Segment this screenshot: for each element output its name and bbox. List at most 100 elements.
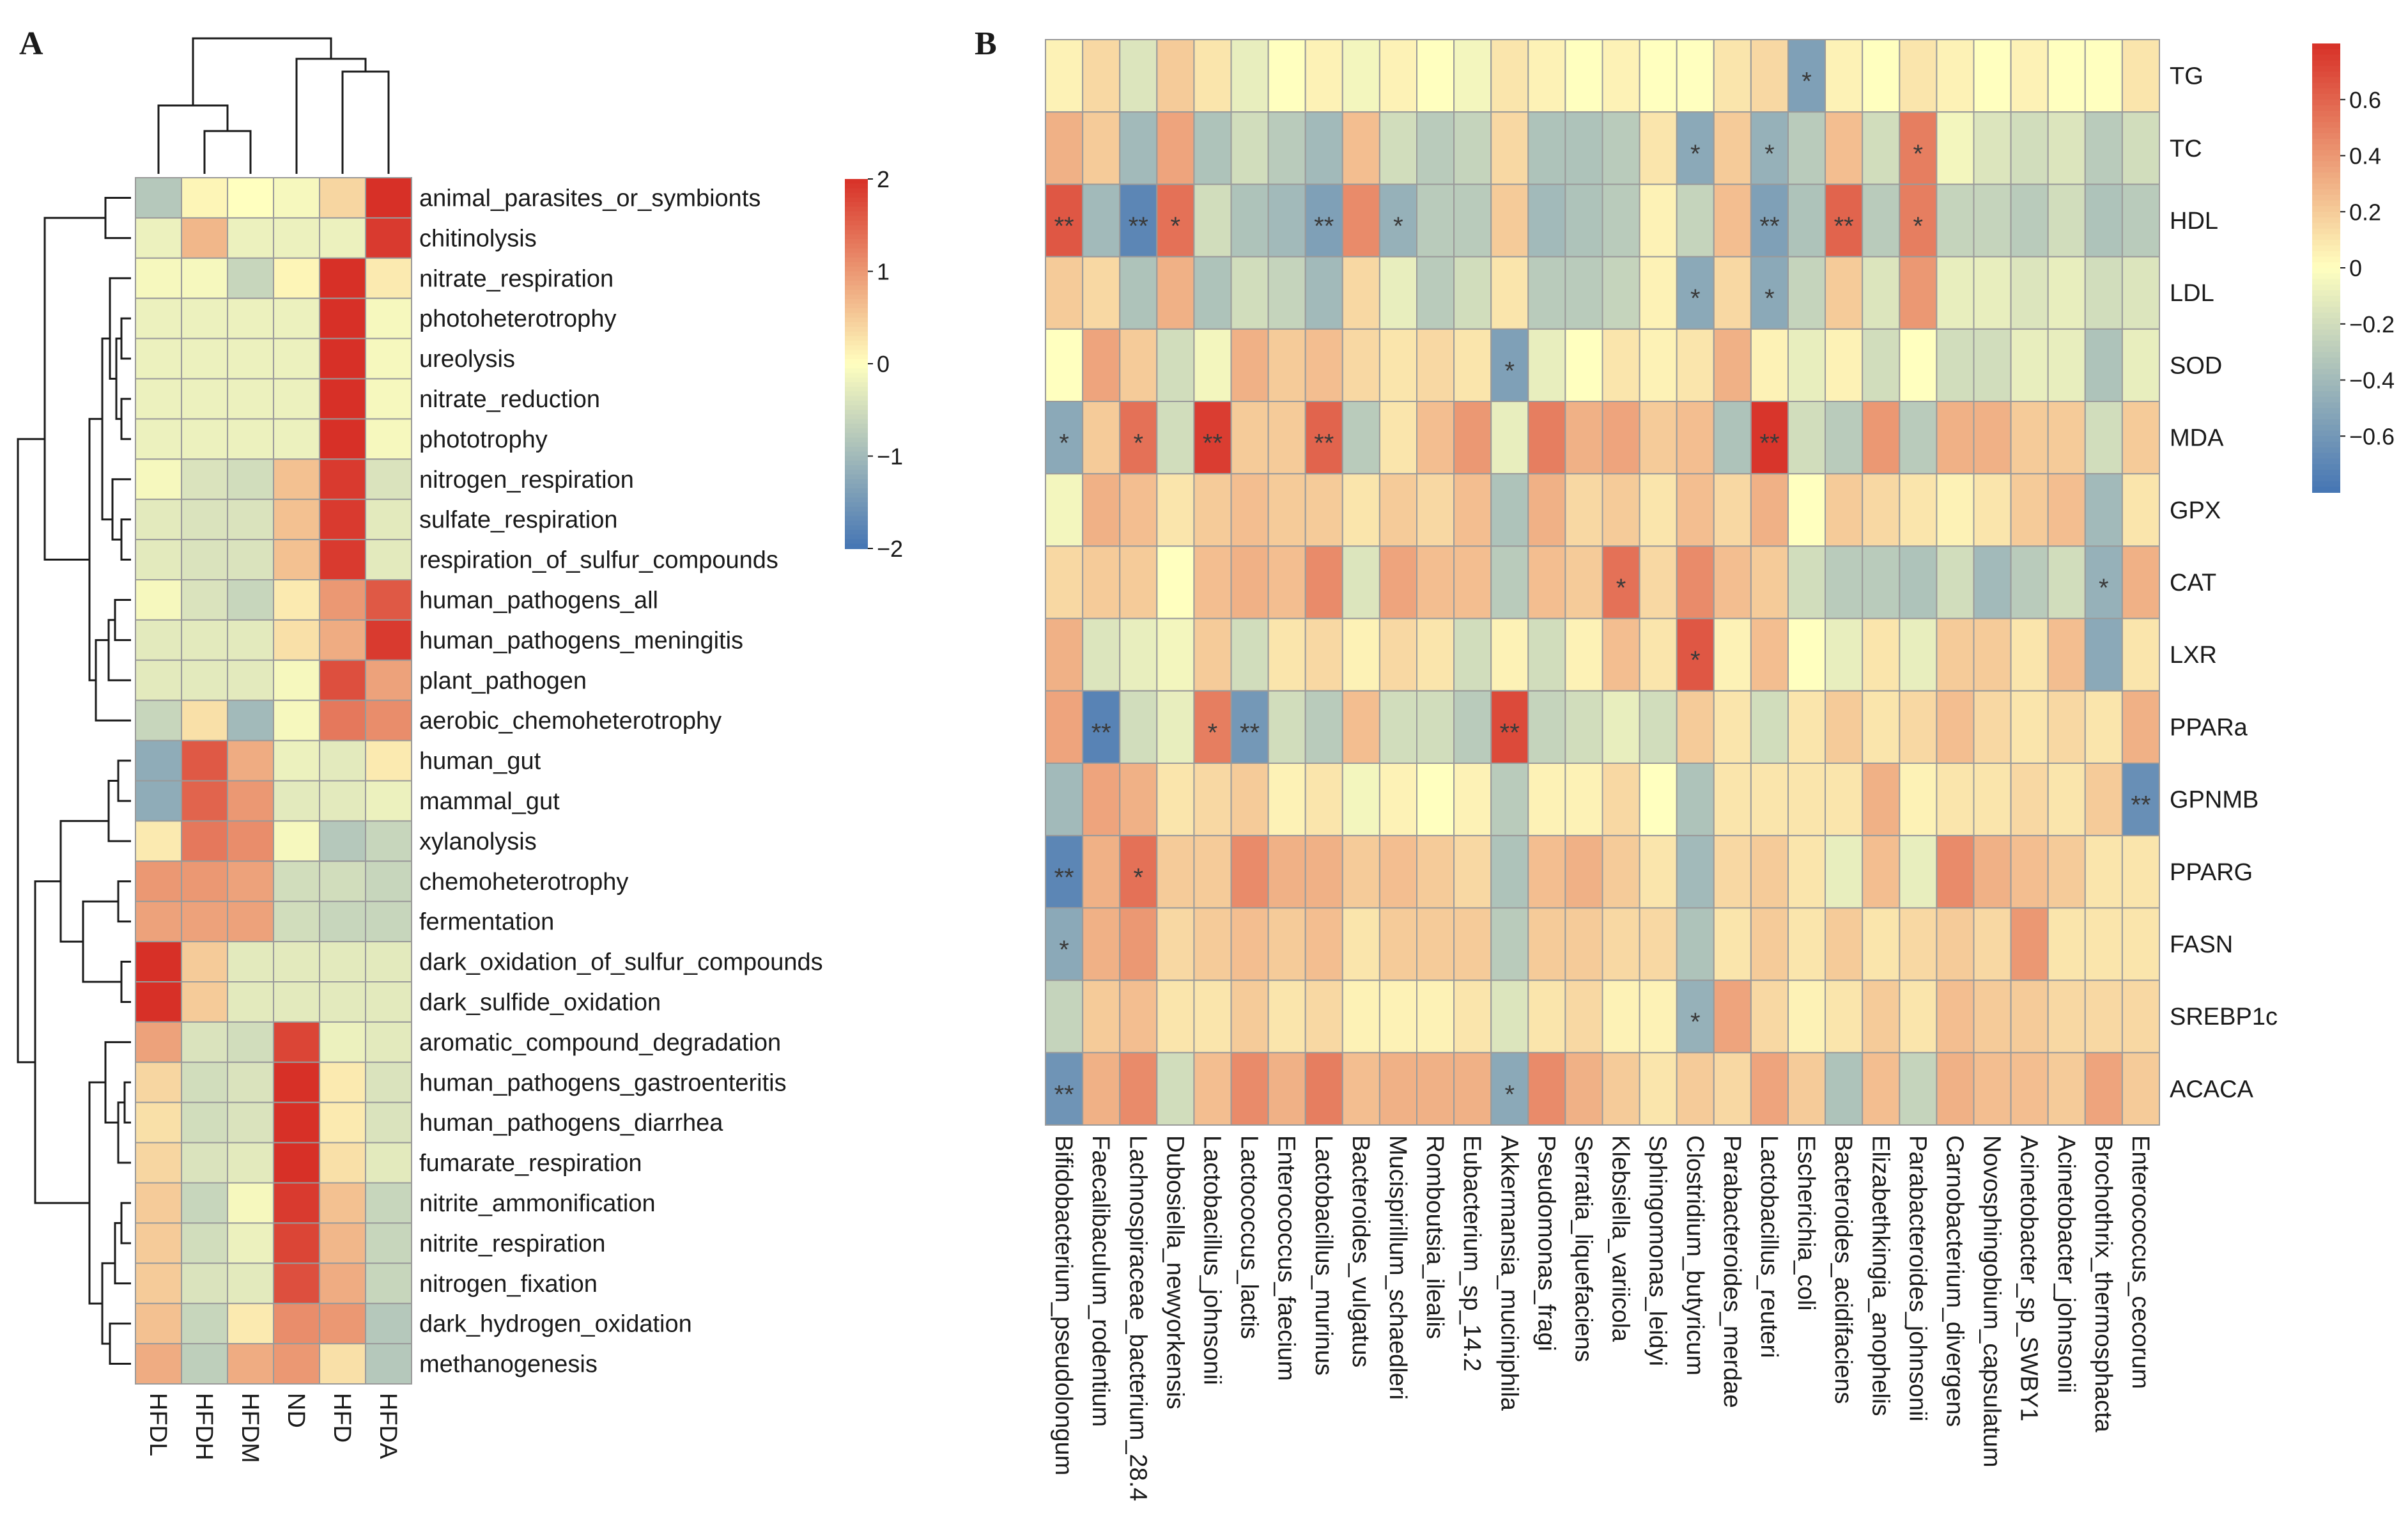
heatmap-a-cell bbox=[273, 619, 320, 661]
significance-mark: * bbox=[1133, 430, 1143, 458]
heatmap-a-cell bbox=[365, 901, 412, 943]
heatmap-b-cell bbox=[1082, 39, 1121, 113]
heatmap-a-cell bbox=[365, 1222, 412, 1264]
heatmap-a-cell bbox=[273, 1343, 320, 1385]
heatmap-a-cell bbox=[135, 1142, 182, 1184]
heatmap-b-cell bbox=[2010, 401, 2049, 475]
heatmap-b-row-label: MDA bbox=[2170, 425, 2224, 452]
colorbar-a-segment bbox=[845, 327, 868, 332]
heatmap-a-cell bbox=[273, 579, 320, 621]
heatmap-a-cell bbox=[273, 699, 320, 741]
heatmap-b-cell bbox=[1676, 835, 1715, 909]
colorbar-b-segment bbox=[2312, 161, 2340, 168]
colorbar-a-tick-label: −1 bbox=[877, 444, 903, 470]
colorbar-a-segment bbox=[845, 396, 868, 401]
colorbar-a-tick-label: −2 bbox=[877, 536, 903, 562]
heatmap-b-cell bbox=[1156, 979, 1195, 1053]
heatmap-b-row-label: SREBP1c bbox=[2170, 1004, 2278, 1030]
colorbar-a-tick-label: 2 bbox=[877, 166, 890, 192]
heatmap-b-cell bbox=[1862, 835, 1901, 909]
colorbar-b-segment bbox=[2312, 380, 2340, 387]
heatmap-b-cell bbox=[1045, 111, 1084, 185]
heatmap-a-row-label: nitrogen_respiration bbox=[419, 467, 634, 493]
heatmap-b-cell bbox=[1825, 617, 1864, 692]
heatmap-b-cell bbox=[1750, 979, 1789, 1053]
heatmap-b-cell bbox=[1453, 835, 1492, 909]
heatmap-b-cell bbox=[2121, 39, 2160, 113]
colorbar-b-segment bbox=[2312, 295, 2340, 302]
heatmap-b-column-label: Bifidobacterium_pseudolongum bbox=[1050, 1135, 1077, 1475]
heatmap-a-cell bbox=[227, 177, 274, 219]
heatmap-a-row-label: methanogenesis bbox=[419, 1351, 598, 1378]
heatmap-b-cell bbox=[1304, 763, 1343, 837]
colorbar-b-segment bbox=[2312, 284, 2340, 291]
heatmap-b-cell bbox=[2010, 763, 2049, 837]
heatmap-b-cell bbox=[1564, 328, 1603, 402]
heatmap-a-column-label: HFDM bbox=[236, 1393, 263, 1463]
colorbar-a-segment bbox=[845, 516, 868, 522]
heatmap-b-cell bbox=[1378, 39, 1417, 113]
heatmap-b-cell bbox=[1341, 183, 1380, 258]
heatmap-a-cell bbox=[273, 1262, 320, 1305]
colorbar-b-segment bbox=[2312, 206, 2340, 213]
significance-mark: * bbox=[1393, 212, 1403, 240]
heatmap-a-cell bbox=[319, 579, 366, 621]
colorbar-b-segment bbox=[2312, 352, 2340, 359]
heatmap-b-column-label: Lachnospiraceae_bacterium_28.4 bbox=[1124, 1135, 1151, 1502]
heatmap-b-cell bbox=[1490, 835, 1529, 909]
colorbar-a-segment bbox=[845, 304, 868, 309]
heatmap-b-cell bbox=[1230, 835, 1269, 909]
heatmap-a-cell bbox=[365, 820, 412, 862]
colorbar-a-segment bbox=[845, 520, 868, 526]
heatmap-b-cell bbox=[1639, 617, 1678, 692]
heatmap-b-cell bbox=[1601, 39, 1640, 113]
column-dendrogram-branch bbox=[341, 70, 390, 174]
colorbar-b-segment bbox=[2312, 111, 2340, 118]
heatmap-a-cell bbox=[273, 499, 320, 541]
heatmap-b-cell bbox=[1825, 328, 1864, 402]
colorbar-a-segment bbox=[845, 474, 868, 480]
heatmap-a-column-label: HFDA bbox=[374, 1393, 401, 1459]
heatmap-b-row-label: FASN bbox=[2170, 931, 2233, 958]
heatmap-a-cell bbox=[365, 1343, 412, 1385]
colorbar-a-segment bbox=[845, 410, 868, 415]
heatmap-a-cell bbox=[135, 1061, 182, 1103]
colorbar-a-segment bbox=[845, 313, 868, 318]
heatmap-a-cell bbox=[365, 177, 412, 219]
heatmap-b-cell bbox=[2047, 473, 2086, 547]
heatmap-b-cell bbox=[2047, 401, 2086, 475]
heatmap-b-cell bbox=[1416, 183, 1455, 258]
heatmap-b-cell bbox=[2010, 328, 2049, 402]
heatmap-a-row-label: dark_oxidation_of_sulfur_compounds bbox=[419, 949, 823, 976]
heatmap-b-cell bbox=[1973, 835, 2012, 909]
heatmap-b-cell bbox=[1825, 907, 1864, 981]
heatmap-b-cell bbox=[2047, 690, 2086, 764]
heatmap-a-cell bbox=[365, 619, 412, 661]
heatmap-b-cell bbox=[2084, 183, 2123, 258]
heatmap-a-cell bbox=[273, 539, 320, 580]
heatmap-a-cell bbox=[135, 1303, 182, 1345]
heatmap-b-cell bbox=[1639, 907, 1678, 981]
heatmap-b-cell bbox=[1899, 1052, 1938, 1126]
heatmap-b-cell bbox=[1082, 690, 1121, 764]
heatmap-b-cell bbox=[1973, 979, 2012, 1053]
heatmap-b-cell bbox=[1267, 256, 1306, 330]
heatmap-b-cell bbox=[1787, 545, 1826, 619]
colorbar-b-segment bbox=[2312, 481, 2340, 488]
heatmap-b-cell bbox=[1899, 545, 1938, 619]
heatmap-b-cell bbox=[1713, 690, 1752, 764]
significance-mark: ** bbox=[1054, 1080, 1074, 1108]
significance-mark: * bbox=[1913, 140, 1924, 168]
heatmap-b-row-label: PPARG bbox=[2170, 859, 2253, 886]
colorbar-b-segment bbox=[2312, 419, 2340, 426]
heatmap-b-cell bbox=[1825, 111, 1864, 185]
heatmap-b-cell bbox=[1825, 256, 1864, 330]
heatmap-a-cell bbox=[227, 539, 274, 580]
heatmap-b-cell bbox=[1601, 183, 1640, 258]
heatmap-b-cell bbox=[1750, 401, 1789, 475]
heatmap-b-cell bbox=[2010, 111, 2049, 185]
heatmap-a-cell bbox=[319, 1182, 366, 1224]
heatmap-b-cell bbox=[1899, 401, 1938, 475]
heatmap-b-cell bbox=[1936, 183, 1975, 258]
heatmap-b-cell bbox=[1825, 690, 1864, 764]
